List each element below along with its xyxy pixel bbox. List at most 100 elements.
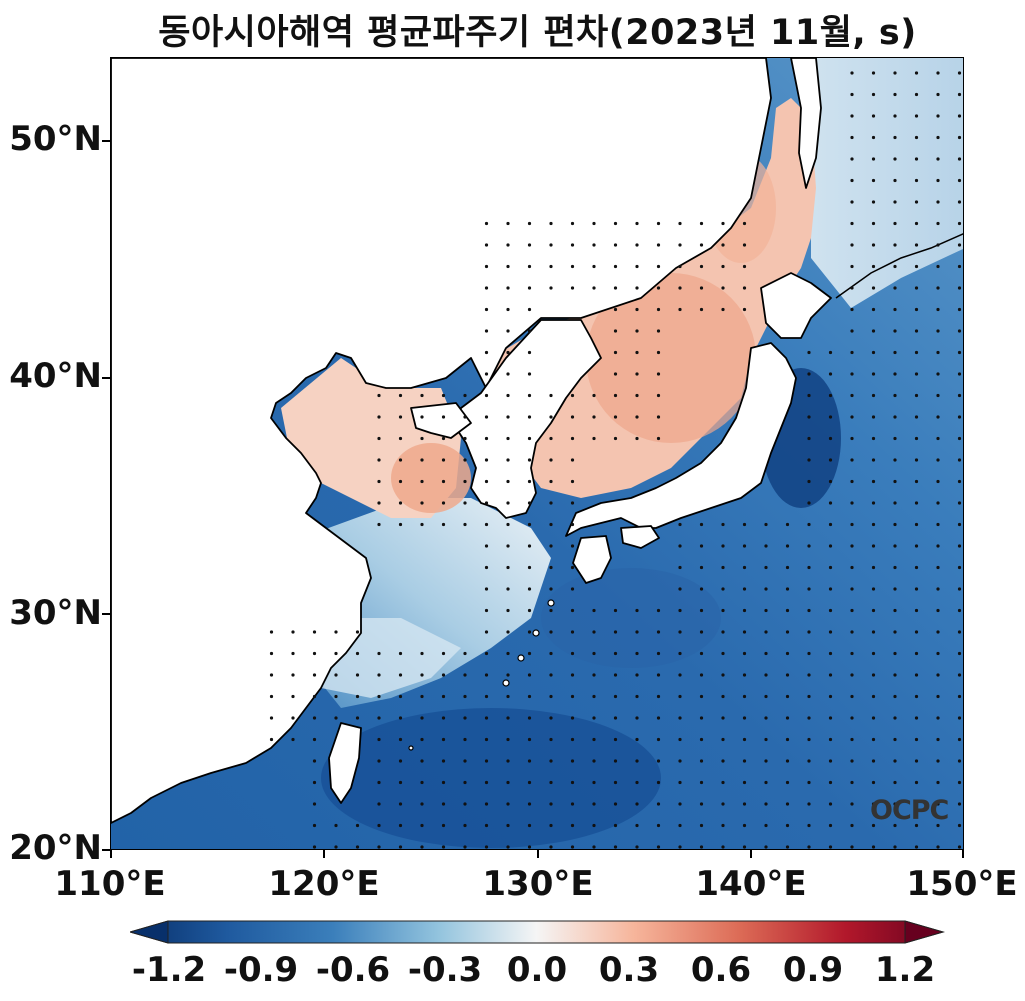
significance-dot: [527, 737, 532, 742]
significance-dot: [850, 329, 854, 333]
significance-dot: [355, 651, 360, 656]
significance-dot: [871, 759, 876, 763]
significance-dot: [936, 608, 940, 613]
significance-dot: [699, 264, 704, 269]
significance-dot: [893, 221, 897, 226]
significance-dot: [936, 845, 940, 849]
significance-dot: [484, 350, 489, 355]
significance-dot: [850, 587, 854, 591]
significance-dot: [484, 415, 489, 419]
significance-dot: [506, 501, 510, 505]
significance-dot: [957, 393, 962, 398]
lon-label-110e: 110°E: [54, 864, 166, 904]
significance-dot: [871, 673, 876, 677]
significance-dot: [936, 651, 940, 656]
significance-dot: [957, 114, 962, 118]
significance-dot: [678, 221, 682, 226]
significance-dot: [850, 759, 854, 763]
significance-dot: [721, 737, 725, 742]
significance-dot: [850, 135, 854, 140]
significance-dot: [828, 694, 833, 699]
significance-dot: [549, 415, 553, 419]
significance-dot: [893, 565, 897, 570]
significance-dot: [377, 501, 381, 505]
significance-dot: [742, 802, 747, 806]
significance-dot: [570, 264, 575, 269]
significance-dot: [764, 802, 768, 806]
significance-dot: [785, 608, 790, 613]
significance-dot: [613, 694, 618, 699]
significance-dot: [656, 221, 661, 226]
significance-dot: [893, 694, 897, 699]
significance-dot: [592, 780, 596, 785]
significance-dot: [656, 608, 661, 613]
significance-dot: [463, 780, 467, 785]
significance-dot: [871, 221, 876, 226]
lon-tickmark: [323, 850, 325, 858]
significance-dot: [506, 759, 510, 763]
significance-dot: [893, 759, 897, 763]
significance-dot: [570, 436, 575, 441]
significance-dot: [484, 737, 489, 742]
significance-dot: [398, 393, 403, 398]
significance-dot: [871, 630, 876, 634]
significance-dot: [850, 673, 854, 677]
significance-dot: [699, 823, 704, 828]
significance-dot: [613, 759, 618, 763]
significance-dot: [549, 264, 553, 269]
significance-dot: [506, 802, 510, 806]
ryukyu-islands: [408, 599, 555, 751]
significance-dot: [527, 501, 532, 505]
significance-dot: [570, 694, 575, 699]
significance-dot: [678, 716, 682, 720]
significance-dot: [570, 630, 575, 634]
significance-dot: [957, 71, 962, 75]
lon-label-120e: 120°E: [268, 864, 380, 904]
significance-dot: [871, 329, 876, 333]
significance-dot: [957, 673, 962, 677]
significance-dot: [635, 372, 639, 376]
significance-dot: [914, 501, 919, 505]
significance-dot: [893, 372, 897, 376]
significance-dot: [549, 393, 553, 398]
significance-dot: [936, 694, 940, 699]
significance-dot: [527, 221, 532, 226]
significance-dot: [957, 544, 962, 548]
significance-dot: [506, 393, 510, 398]
significance-dot: [484, 587, 489, 591]
significance-dot: [914, 243, 919, 247]
significance-dot: [312, 673, 317, 677]
significance-dot: [613, 651, 618, 656]
significance-dot: [699, 587, 704, 591]
significance-dot: [807, 479, 811, 484]
significance-dot: [871, 114, 876, 118]
significance-dot: [957, 329, 962, 333]
significance-dot: [871, 393, 876, 398]
significance-dot: [527, 329, 532, 333]
significance-dot: [441, 458, 446, 462]
significance-dot: [549, 565, 553, 570]
significance-dot: [699, 694, 704, 699]
significance-dot: [957, 565, 962, 570]
significance-dot: [893, 716, 897, 720]
significance-dot: [334, 845, 338, 849]
significance-dot: [764, 544, 768, 548]
significance-dot: [549, 286, 553, 290]
significance-dot: [613, 286, 618, 290]
significance-dot: [527, 264, 532, 269]
significance-dot: [721, 307, 725, 312]
significance-dot: [828, 350, 833, 355]
significance-dot: [613, 372, 618, 376]
significance-dot: [527, 350, 532, 355]
significance-dot: [656, 393, 661, 398]
significance-dot: [291, 694, 295, 699]
significance-dot: [871, 479, 876, 484]
significance-dot: [549, 759, 553, 763]
lon-tickmark: [750, 850, 752, 858]
significance-dot: [484, 802, 489, 806]
significance-dot: [377, 651, 381, 656]
significance-dot: [441, 716, 446, 720]
significance-dot: [549, 522, 553, 527]
significance-dot: [721, 759, 725, 763]
significance-dot: [635, 759, 639, 763]
